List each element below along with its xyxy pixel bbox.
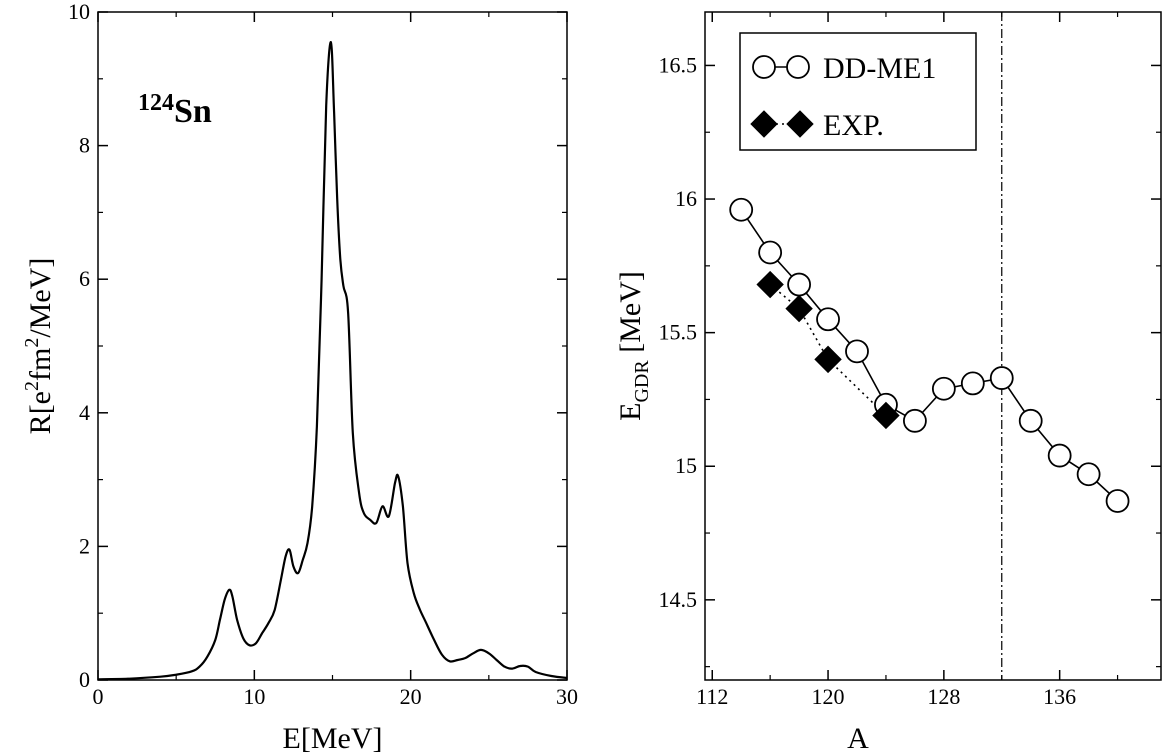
- left-y-axis-label: R[e2fm2/MeV]: [21, 258, 57, 435]
- left-axis-ticks: 0 10 20 30 0 2 4 6 8 10: [68, 0, 578, 709]
- right-y-tick-label: 16.5: [659, 52, 698, 77]
- strength-curve: [97, 40, 568, 681]
- dd-me1-point: [816, 307, 840, 332]
- dd-me1-point: [989, 366, 1014, 390]
- dd-me1-point: [960, 371, 985, 396]
- isotope-element: Sn: [174, 93, 212, 130]
- right-x-tick-label: 112: [696, 684, 728, 709]
- isotope-annotation: 124Sn: [138, 90, 212, 130]
- left-y-tick-label: 10: [68, 0, 90, 24]
- legend-box: [739, 32, 977, 151]
- right-y-axis-label: EGDR [MeV]: [614, 271, 653, 421]
- isotope-mass-number: 124: [138, 90, 174, 116]
- dd-me1-point: [758, 240, 783, 265]
- right-x-tick-label: 128: [927, 684, 960, 709]
- dd-me1-point: [903, 408, 927, 433]
- legend-marker-exp: [750, 110, 778, 138]
- legend-marker-dd-me1: [752, 55, 776, 79]
- left-y-tick-label: 4: [79, 400, 90, 425]
- left-ylabel-mid: fm: [24, 348, 57, 381]
- legend-label-exp: EXP.: [823, 109, 884, 142]
- right-y-tick-label: 14.5: [659, 587, 698, 612]
- gdr-energy-panel: 112 120 128 136 14.5 15 15.5 16 16.5 DD-ME1 EXP.…: [614, 11, 1162, 752]
- legend-symbol-exp: [750, 110, 814, 138]
- dd-me1-point: [1076, 462, 1101, 487]
- right-ylabel-sub: GDR: [631, 360, 653, 403]
- exp-series-line: [769, 283, 887, 417]
- left-y-tick-label: 6: [79, 266, 90, 291]
- left-ylabel-tail: /MeV]: [24, 258, 57, 338]
- left-ylabel-sup2: 2: [21, 338, 43, 348]
- left-y-tick-label: 2: [79, 533, 90, 558]
- legend-marker-dd-me1: [786, 55, 810, 79]
- dd-me1-point: [1018, 408, 1043, 433]
- legend-label-dd-me1: DD-ME1: [823, 52, 936, 85]
- dd-me1-point: [1047, 443, 1072, 468]
- dd-me1-point: [729, 197, 754, 222]
- right-x-axis-label: A: [847, 722, 869, 752]
- left-y-tick-label: 0: [79, 667, 90, 692]
- right-ylabel-tail: [MeV]: [614, 271, 647, 360]
- right-y-tick-label: 16: [675, 186, 697, 211]
- left-ylabel-sup1: 2: [21, 381, 43, 391]
- exp-point: [872, 401, 900, 430]
- exp-point: [785, 294, 813, 323]
- right-x-tick-label: 136: [1043, 684, 1076, 709]
- dd-me1-point: [1105, 489, 1130, 513]
- exp-point: [814, 345, 842, 374]
- legend-symbol-dd-me1: [752, 55, 810, 79]
- dd-me1-point: [931, 376, 956, 401]
- left-x-tick-label: 0: [93, 684, 104, 709]
- exp-point: [756, 270, 784, 299]
- left-ylabel-base: R[e: [24, 391, 57, 434]
- left-x-tick-label: 20: [400, 684, 422, 709]
- right-y-tick-label: 15: [675, 453, 697, 478]
- exp-markers: [756, 270, 900, 430]
- left-x-tick-label: 30: [556, 684, 578, 709]
- left-y-tick-label: 8: [79, 133, 90, 158]
- legend-marker-exp: [786, 110, 814, 138]
- right-y-tick-label: 15.5: [659, 320, 698, 345]
- left-x-axis-label: E[MeV]: [283, 722, 383, 752]
- right-plot-frame: [704, 11, 1162, 681]
- dd-me1-point: [787, 272, 811, 297]
- right-axis-ticks: 112 120 128 136 14.5 15 15.5 16 16.5: [659, 12, 1161, 709]
- left-x-tick-label: 10: [243, 684, 265, 709]
- dd-me1-markers: [729, 197, 1130, 513]
- legend: DD-ME1 EXP.: [739, 32, 977, 151]
- right-x-tick-label: 120: [812, 684, 845, 709]
- right-ylabel-base: E: [614, 403, 647, 421]
- dd-me1-point: [845, 339, 869, 364]
